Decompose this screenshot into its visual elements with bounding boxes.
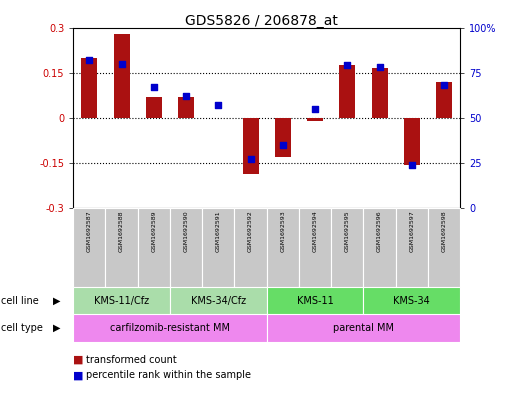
Point	[246, 156, 255, 163]
Bar	[339, 65, 356, 118]
Bar	[170, 208, 202, 287]
Text: GSM1692596: GSM1692596	[377, 211, 382, 252]
Bar	[73, 208, 106, 287]
Text: GSM1692598: GSM1692598	[441, 211, 447, 252]
Bar	[243, 118, 259, 174]
Text: GSM1692594: GSM1692594	[313, 211, 317, 252]
Bar	[275, 118, 291, 157]
Point	[408, 162, 416, 168]
Bar	[146, 97, 162, 118]
Point	[311, 106, 319, 112]
Text: GSM1692591: GSM1692591	[216, 211, 221, 252]
Text: KMS-34: KMS-34	[393, 296, 430, 306]
Bar	[73, 287, 170, 314]
Point	[85, 57, 94, 63]
Bar	[371, 68, 388, 118]
Bar	[73, 314, 267, 342]
Text: transformed count: transformed count	[86, 354, 177, 365]
Text: GSM1692597: GSM1692597	[410, 211, 414, 252]
Text: cell type: cell type	[1, 323, 42, 333]
Text: GSM1692587: GSM1692587	[87, 211, 92, 252]
Text: GSM1692595: GSM1692595	[345, 211, 350, 252]
Bar	[267, 287, 363, 314]
Bar	[81, 58, 97, 118]
Text: parental MM: parental MM	[333, 323, 394, 333]
Text: GSM1692592: GSM1692592	[248, 211, 253, 252]
Bar	[363, 287, 460, 314]
Bar	[113, 33, 130, 118]
Point	[150, 84, 158, 90]
Bar	[267, 314, 460, 342]
Text: KMS-34/Cfz: KMS-34/Cfz	[191, 296, 246, 306]
Bar	[106, 208, 138, 287]
Point	[376, 64, 384, 70]
Bar	[267, 208, 299, 287]
Text: KMS-11: KMS-11	[297, 296, 334, 306]
Bar	[404, 118, 420, 165]
Bar	[363, 208, 396, 287]
Text: percentile rank within the sample: percentile rank within the sample	[86, 370, 251, 380]
Text: GSM1692588: GSM1692588	[119, 211, 124, 252]
Text: GDS5826 / 206878_at: GDS5826 / 206878_at	[185, 14, 338, 28]
Point	[214, 102, 223, 108]
Bar	[428, 208, 460, 287]
Text: ▶: ▶	[53, 323, 60, 333]
Text: KMS-11/Cfz: KMS-11/Cfz	[94, 296, 149, 306]
Bar	[170, 287, 267, 314]
Bar	[307, 118, 323, 121]
Bar	[299, 208, 331, 287]
Text: ▶: ▶	[53, 296, 60, 306]
Point	[440, 82, 448, 88]
Text: GSM1692589: GSM1692589	[151, 211, 156, 252]
Point	[182, 93, 190, 99]
Text: GSM1692590: GSM1692590	[184, 211, 189, 252]
Text: GSM1692593: GSM1692593	[280, 211, 286, 252]
Bar	[202, 208, 234, 287]
Text: ■: ■	[73, 370, 84, 380]
Text: carfilzomib-resistant MM: carfilzomib-resistant MM	[110, 323, 230, 333]
Bar	[436, 82, 452, 118]
Text: cell line: cell line	[1, 296, 38, 306]
Bar	[178, 97, 194, 118]
Bar	[138, 208, 170, 287]
Point	[343, 62, 351, 69]
Point	[279, 142, 287, 148]
Bar	[331, 208, 363, 287]
Point	[117, 61, 126, 67]
Text: ■: ■	[73, 354, 84, 365]
Bar	[396, 208, 428, 287]
Bar	[234, 208, 267, 287]
